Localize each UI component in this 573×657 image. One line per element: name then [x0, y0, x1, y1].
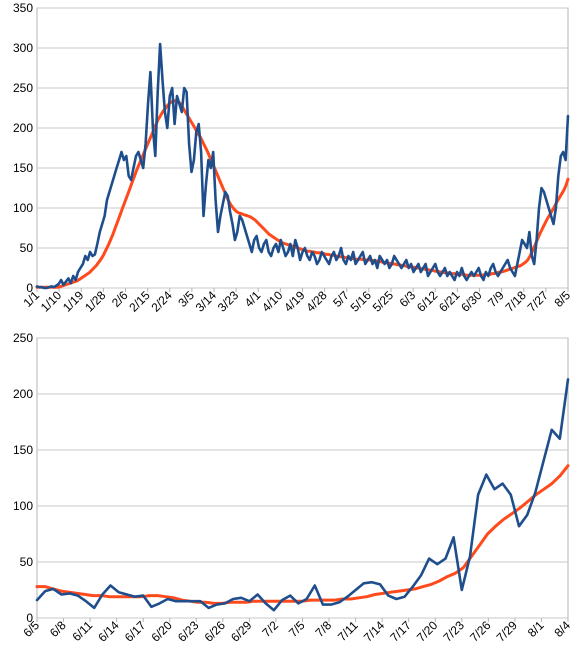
x-tick-label: 7/8 — [312, 618, 334, 640]
x-tick-label: 6/5 — [20, 618, 42, 640]
y-tick-label: 250 — [13, 81, 33, 95]
x-tick-label: 6/20 — [148, 618, 175, 645]
y-axis: 0 50 100 150 200 250 300 350 — [13, 1, 33, 295]
x-tick-label: 5/25 — [370, 288, 397, 315]
x-tick-label: 3/14 — [193, 288, 220, 315]
x-tick-label: 7/18 — [502, 288, 529, 315]
x-tick-label: 1/28 — [82, 288, 109, 315]
x-tick-label: 1/10 — [38, 288, 65, 315]
x-tick-label: 7/14 — [361, 618, 388, 645]
x-tick-label: 6/12 — [414, 288, 441, 315]
x-tick-label: 4/28 — [303, 288, 330, 315]
x-tick-label: 6/30 — [458, 288, 485, 315]
x-tick-label: 5/16 — [348, 288, 375, 315]
x-tick-label: 2/15 — [126, 288, 153, 315]
y-tick-label: 100 — [13, 499, 33, 513]
daily-line — [35, 42, 570, 290]
x-tick-label: 6/23 — [175, 618, 202, 645]
y-tick-label: 300 — [13, 41, 33, 55]
x-tick-label: 6/17 — [122, 618, 149, 645]
average-line — [35, 464, 570, 605]
x-tick-label: 7/27 — [525, 288, 552, 315]
x-tick-label: 1/19 — [60, 288, 87, 315]
x-tick-label: 6/11 — [69, 618, 95, 644]
y-tick-label: 0 — [26, 611, 33, 625]
x-tick-label: 4/10 — [259, 288, 286, 315]
y-tick-label: 200 — [13, 387, 33, 401]
y-tick-label: 200 — [13, 121, 33, 135]
x-tick-label: 7/17 — [387, 618, 414, 645]
chart-top: 0 50 100 150 200 250 300 350 1/11/101/191/28 2/6… — [13, 1, 573, 315]
x-tick-label: 3/23 — [215, 288, 242, 315]
x-tick-label: 7/11 — [335, 618, 361, 644]
x-tick-label: 6/8 — [47, 618, 69, 640]
y-tick-label: 250 — [13, 331, 33, 345]
x-tick-label: 6/29 — [228, 618, 255, 645]
x-axis: 1/11/101/191/28 2/62/152/24 3/53/143/23 4/1… — [20, 288, 573, 315]
x-tick-label: 8/1 — [525, 618, 547, 640]
y-tick-label: 0 — [26, 281, 33, 295]
y-tick-label: 150 — [13, 443, 33, 457]
y-tick-label: 100 — [13, 201, 33, 215]
average-line — [35, 99, 570, 289]
grid-lines — [37, 7, 568, 289]
series-lines — [35, 42, 570, 290]
daily-line — [35, 378, 570, 612]
x-tick-label: 6/14 — [95, 618, 122, 645]
x-tick-label: 7/23 — [441, 618, 468, 645]
x-tick-label: 7/2 — [259, 618, 281, 640]
y-tick-label: 50 — [20, 555, 34, 569]
x-tick-label: 8/4 — [551, 618, 573, 640]
x-tick-label: 7/5 — [286, 618, 308, 640]
x-tick-label: 8/5 — [551, 288, 573, 310]
series-lines — [35, 378, 570, 612]
x-tick-label: 7/26 — [467, 618, 494, 645]
plot-frame — [36, 7, 569, 289]
x-tick-label: 7/20 — [414, 618, 441, 645]
x-axis: 6/5 6/8 6/11 6/14 6/17 6/20 6/23 6/26 6/29 7/2 7/5… — [20, 618, 573, 645]
y-tick-label: 50 — [20, 241, 34, 255]
x-tick-label: 2/24 — [148, 288, 175, 315]
y-tick-label: 150 — [13, 161, 33, 175]
x-tick-label: 7/29 — [494, 618, 521, 645]
x-tick-label: 6/26 — [202, 618, 229, 645]
y-axis: 0 50 100 150 200 250 — [13, 331, 33, 625]
y-tick-label: 350 — [13, 1, 33, 15]
x-tick-label: 6/21 — [436, 288, 463, 315]
x-tick-label: 4/19 — [281, 288, 308, 315]
